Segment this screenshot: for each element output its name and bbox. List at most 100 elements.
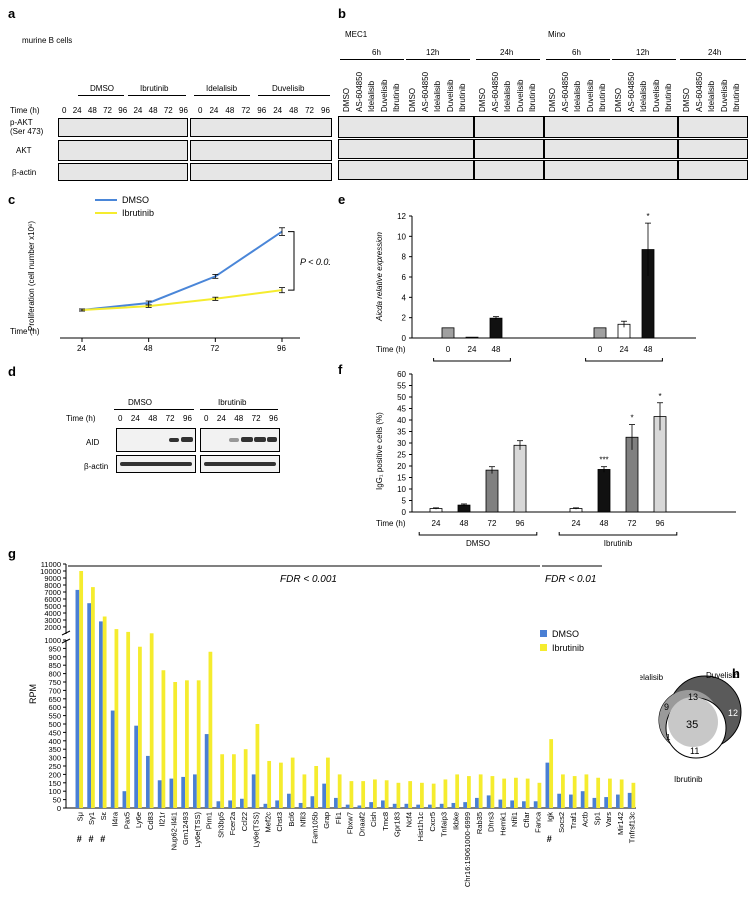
y-tick-label: 15 <box>397 474 406 483</box>
bar <box>326 757 330 808</box>
x-tick-label: Ikbke <box>451 812 460 830</box>
chart-g: RPM 200030004000500060007000800090001000… <box>28 560 637 887</box>
time-tick: 96 <box>257 106 267 115</box>
bar <box>384 780 389 808</box>
panel-label-f: f <box>338 362 343 377</box>
venn-h: Idelalisib Duvelisib Ibrutinib 9 13 12 3… <box>640 671 742 784</box>
y-tick-label: 200 <box>48 770 61 779</box>
y-tick-label: 8000 <box>44 581 61 590</box>
bar <box>302 774 307 808</box>
time-tick: 24 <box>216 414 226 423</box>
lane-label: Idelalisib <box>573 80 582 112</box>
x-tick-label: Sμ <box>75 812 84 821</box>
y-tick-label: 650 <box>48 695 61 704</box>
panel-a-title: murine B cells <box>22 36 73 45</box>
x-tick-label: Nfil3 <box>299 812 308 827</box>
bar <box>580 791 585 808</box>
lane-label: DMSO <box>614 88 623 112</box>
bar <box>428 804 432 808</box>
y-tick-label: 300 <box>48 754 61 763</box>
bar <box>463 802 468 808</box>
time-label: Time (h) <box>10 106 40 115</box>
lane-label: Idelalisib <box>367 80 376 112</box>
bar <box>251 774 256 808</box>
x-tick-label: Igk <box>545 812 554 822</box>
aid-band <box>229 438 239 442</box>
x-tick-label: Rab35 <box>475 812 484 834</box>
x-tick-label: Chst3 <box>275 812 284 832</box>
lane-label: Ibrutinib <box>732 83 741 112</box>
bar <box>416 804 421 808</box>
time-tick: 0 <box>118 414 123 423</box>
bar <box>392 803 397 808</box>
y-axis-label: RPM <box>28 684 38 704</box>
y-tick-label: 30 <box>397 439 406 448</box>
series-line <box>81 230 283 311</box>
bar <box>489 317 503 339</box>
bar <box>592 797 597 808</box>
significance-bracket <box>288 231 295 291</box>
hash-marker: # <box>89 834 94 844</box>
bar <box>204 734 209 808</box>
bar <box>91 587 95 808</box>
time-tick: 72 <box>163 106 173 115</box>
legend-swatch <box>540 630 547 637</box>
lane-label: DMSO <box>478 88 487 112</box>
bar <box>161 670 166 808</box>
time-row-left: 0 24 48 72 96 24 48 72 96 <box>62 106 188 115</box>
x-tick-label: 48 <box>460 519 469 528</box>
group-label: DMSO <box>460 365 484 366</box>
legend-label: Ibrutinib <box>122 208 154 218</box>
bar <box>345 804 350 808</box>
blot-strip <box>474 139 544 159</box>
x-tick-label: Ncf4 <box>404 812 413 827</box>
bar <box>616 794 620 808</box>
time-tick: 72 <box>165 414 175 423</box>
x-tick-label: Tmc8 <box>381 812 390 831</box>
axis-break <box>61 630 71 636</box>
x-tick-label: Sγ1 <box>87 812 96 825</box>
panel-label-d: d <box>8 364 16 379</box>
bar <box>290 757 295 808</box>
x-tick-label: Tnfrsf13c <box>628 812 637 844</box>
x-tick-label: 72 <box>488 519 497 528</box>
time-tick: 96 <box>179 106 188 115</box>
time-tick: 48 <box>87 106 97 115</box>
x-tick-label: Il21r <box>158 812 167 827</box>
bar <box>243 749 248 808</box>
bar <box>75 589 80 808</box>
lane-label: AS-604850 <box>354 71 364 112</box>
x-tick-label: Dnaaf2 <box>357 812 366 836</box>
y-tick-label: 45 <box>397 405 406 414</box>
y-axis-label: IgG₁ positive cells (%) <box>375 412 384 490</box>
x-tick-label: Fli1 <box>334 812 343 824</box>
lane-label: Duvelisib <box>585 79 595 112</box>
row-label: AID <box>86 438 100 447</box>
group-bracket <box>433 358 511 362</box>
lane-label: AS-604850 <box>420 71 430 112</box>
x-tick-label: Mef2c <box>263 812 272 833</box>
x-tick-label: Socs2 <box>557 812 566 833</box>
blot-strip <box>678 160 748 180</box>
group-label: Idelalisib <box>206 84 238 93</box>
aid-band <box>267 437 277 442</box>
time-tick: 0 <box>62 106 67 115</box>
bar <box>584 774 589 808</box>
x-tick-label: Actb <box>581 812 590 827</box>
time-tick: 96 <box>269 414 278 423</box>
x-tick-label: Fcer2a <box>228 811 237 835</box>
lane-label: Ibrutinib <box>598 83 607 112</box>
bar <box>619 779 624 808</box>
timepoint-label: 24h <box>708 48 722 57</box>
bar <box>569 794 573 808</box>
time-tick: 48 <box>225 106 235 115</box>
bar <box>627 792 632 808</box>
group-bracket <box>128 95 186 96</box>
time-bracket <box>340 59 404 60</box>
bar <box>441 327 455 339</box>
bar <box>298 802 303 808</box>
blot-strip <box>58 163 188 181</box>
lane-label: Ibrutinib <box>528 83 537 112</box>
group-bracket <box>418 532 538 536</box>
lane-label: DMSO <box>682 88 691 112</box>
